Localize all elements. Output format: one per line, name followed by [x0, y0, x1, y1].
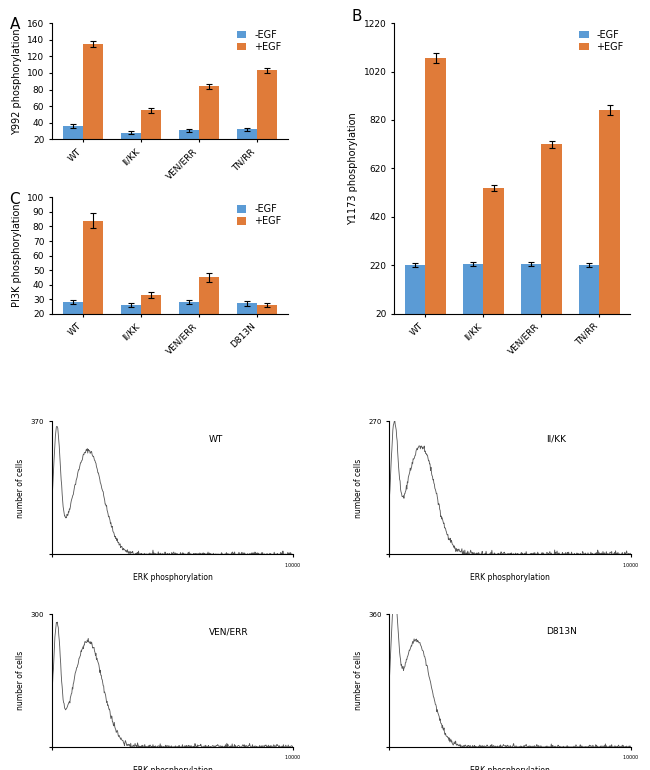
- Bar: [237, 129, 257, 156]
- Bar: [463, 264, 484, 319]
- Bar: [199, 86, 219, 156]
- X-axis label: ERK phosphorylation: ERK phosphorylation: [133, 766, 213, 770]
- Bar: [141, 110, 161, 156]
- Legend: -EGF, +EGF: -EGF, +EGF: [235, 203, 283, 228]
- X-axis label: ERK phosphorylation: ERK phosphorylation: [470, 766, 550, 770]
- Bar: [83, 221, 103, 343]
- Y-axis label: number of cells: number of cells: [16, 651, 25, 710]
- Y-axis label: Y1173 phosphorylation: Y1173 phosphorylation: [348, 112, 358, 225]
- Bar: [63, 302, 83, 343]
- Y-axis label: number of cells: number of cells: [16, 458, 25, 517]
- X-axis label: ERK phosphorylation: ERK phosphorylation: [470, 574, 550, 582]
- Bar: [179, 130, 199, 156]
- Bar: [121, 132, 141, 156]
- Text: A: A: [10, 17, 20, 32]
- Bar: [141, 295, 161, 343]
- Legend: -EGF, +EGF: -EGF, +EGF: [235, 28, 283, 54]
- Bar: [179, 302, 199, 343]
- Text: D813N: D813N: [546, 628, 577, 636]
- Bar: [521, 264, 541, 319]
- Y-axis label: number of cells: number of cells: [354, 458, 363, 517]
- Text: VEN/ERR: VEN/ERR: [209, 628, 248, 636]
- Text: WT: WT: [209, 435, 223, 444]
- Text: II/KK: II/KK: [546, 435, 566, 444]
- Bar: [579, 265, 599, 319]
- Bar: [257, 70, 278, 156]
- Bar: [425, 59, 446, 319]
- X-axis label: ERK phosphorylation: ERK phosphorylation: [133, 574, 213, 582]
- Bar: [405, 265, 425, 319]
- Bar: [257, 305, 278, 343]
- Bar: [599, 110, 619, 319]
- Y-axis label: Y992 phosphorylation: Y992 phosphorylation: [12, 28, 21, 135]
- Text: C: C: [10, 192, 20, 206]
- Bar: [121, 305, 141, 343]
- Legend: -EGF, +EGF: -EGF, +EGF: [577, 28, 626, 54]
- Bar: [484, 188, 504, 319]
- Bar: [237, 303, 257, 343]
- Bar: [63, 126, 83, 156]
- Bar: [83, 44, 103, 156]
- Bar: [541, 144, 562, 319]
- Y-axis label: number of cells: number of cells: [354, 651, 363, 710]
- Bar: [199, 277, 219, 343]
- Y-axis label: PI3K phosphorylation: PI3K phosphorylation: [12, 204, 21, 307]
- Text: B: B: [352, 8, 363, 24]
